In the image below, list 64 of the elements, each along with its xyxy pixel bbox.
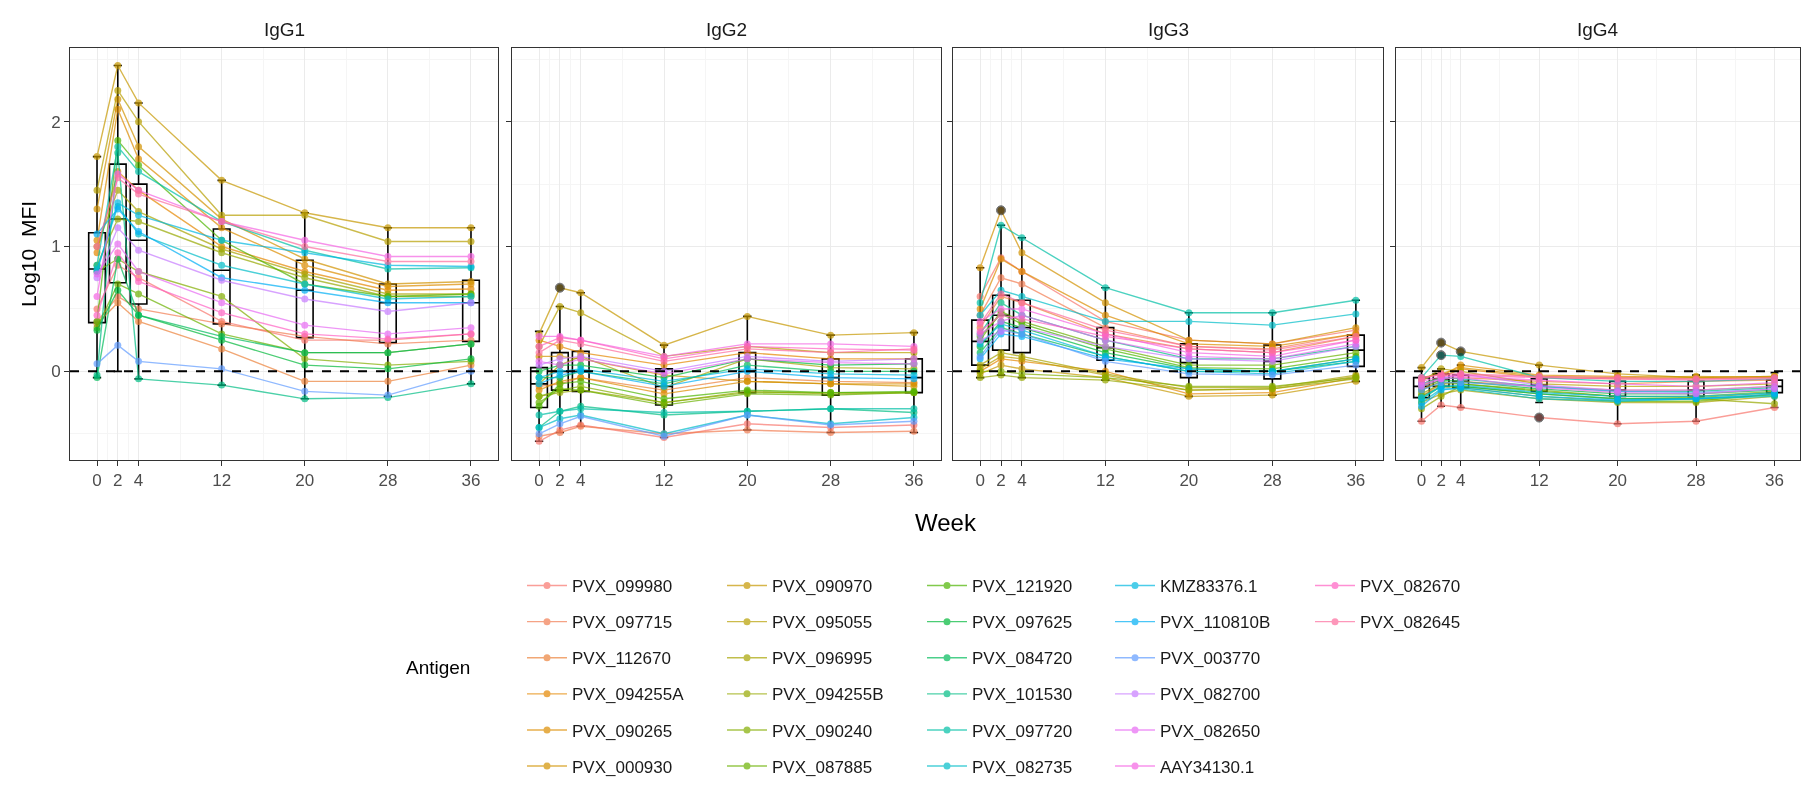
x-tick-label: 2 xyxy=(555,471,565,491)
y-tick-label: 1 xyxy=(51,237,61,257)
x-tick-label: 0 xyxy=(1416,471,1427,491)
legend-label: PVX_101530 xyxy=(972,685,1073,705)
x-tick-label: 2 xyxy=(113,471,123,491)
legend-label: KMZ83376.1 xyxy=(1160,577,1258,597)
legend-label: PVX_097715 xyxy=(572,613,673,633)
x-tick-label: 28 xyxy=(378,471,398,491)
x-tick-label: 12 xyxy=(654,471,674,491)
x-tick-label: 20 xyxy=(1179,471,1199,491)
x-tick-label: 36 xyxy=(1765,471,1784,491)
legend-label: PVX_097720 xyxy=(972,721,1073,741)
chart-title: IgG4 xyxy=(1577,19,1619,40)
legend-label: PVX_090265 xyxy=(572,721,673,741)
x-tick-label: 4 xyxy=(133,471,144,491)
x-tick-label: 36 xyxy=(461,471,481,491)
x-tick-label: 36 xyxy=(1346,471,1366,491)
chart-title: IgG3 xyxy=(1148,19,1190,40)
legend-label: PVX_096995 xyxy=(772,649,873,669)
x-tick-label: 20 xyxy=(295,471,315,491)
legend-label: PVX_082700 xyxy=(1160,685,1261,705)
x-tick-label: 4 xyxy=(1017,471,1027,491)
legend-label: PVX_090240 xyxy=(772,721,873,741)
legend-label: PVX_000930 xyxy=(572,757,673,777)
legend-label: PVX_121920 xyxy=(972,577,1073,597)
legend-label: PVX_082670 xyxy=(1360,577,1461,597)
x-tick-label: 28 xyxy=(1686,471,1706,491)
legend-label: PVX_110810B xyxy=(1160,613,1271,633)
legend-label: PVX_090970 xyxy=(772,577,873,597)
legend-label: PVX_099980 xyxy=(572,577,673,597)
chart-title: IgG2 xyxy=(706,19,748,40)
legend-title: Antigen xyxy=(406,657,471,678)
x-tick-label: 28 xyxy=(821,471,841,491)
x-tick-label: 12 xyxy=(1095,471,1115,491)
x-tick-label: 0 xyxy=(534,471,544,491)
y-tick-label: 2 xyxy=(51,112,61,132)
chart-title: IgG1 xyxy=(264,19,306,40)
x-tick-label: 12 xyxy=(212,471,232,491)
x-tick-label: 0 xyxy=(92,471,102,491)
legend-label: PVX_082650 xyxy=(1160,721,1261,741)
legend-label: PVX_094255B xyxy=(772,685,884,705)
x-tick-label: 4 xyxy=(1455,471,1466,491)
x-tick-label: 12 xyxy=(1529,471,1549,491)
legend-label: PVX_094255A xyxy=(572,685,685,705)
x-tick-label: 28 xyxy=(1262,471,1282,491)
x-tick-label: 20 xyxy=(1608,471,1628,491)
legend-label: PVX_112670 xyxy=(572,649,671,669)
legend-label: PVX_087885 xyxy=(772,757,873,777)
legend-label: PVX_082645 xyxy=(1360,613,1461,633)
legend-label: PVX_082735 xyxy=(972,757,1073,777)
x-tick-label: 2 xyxy=(996,471,1006,491)
y-axis-title: Log10 MFI xyxy=(17,200,41,308)
text: Week xyxy=(915,509,977,536)
x-tick-label: 2 xyxy=(1436,471,1446,491)
legend-label: PVX_095055 xyxy=(772,613,873,633)
legend-label: PVX_084720 xyxy=(972,649,1073,669)
legend-label: PVX_097625 xyxy=(972,613,1073,633)
y-tick-label: 0 xyxy=(51,362,61,382)
legend-label: AAY34130.1 xyxy=(1160,757,1255,777)
x-tick-label: 36 xyxy=(904,471,924,491)
x-tick-label: 20 xyxy=(737,471,757,491)
x-tick-label: 4 xyxy=(575,471,586,491)
legend-label: PVX_003770 xyxy=(1160,649,1261,669)
x-tick-label: 0 xyxy=(975,471,985,491)
